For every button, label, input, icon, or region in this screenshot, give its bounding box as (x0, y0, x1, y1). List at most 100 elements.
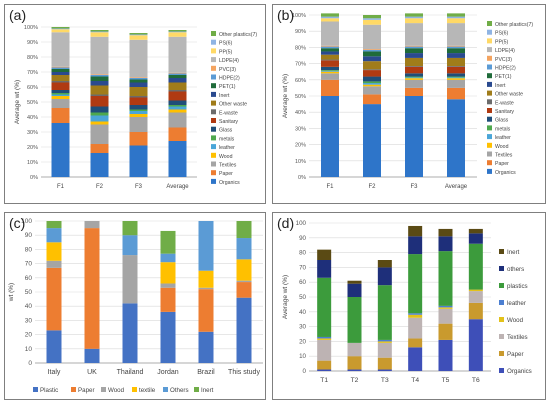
bar-segment (321, 45, 339, 47)
y-tick-label: 30 (299, 324, 306, 331)
bar-segment (405, 78, 423, 80)
legend-swatch (487, 125, 492, 131)
y-tick-label: 60 (25, 275, 33, 282)
bar-segment (363, 76, 381, 82)
x-tick-label: Average (445, 184, 468, 190)
bar-segment (363, 18, 381, 20)
x-tick-label: T1 (320, 377, 328, 384)
y-tick-label: 90 (299, 235, 306, 242)
legend-label: PET(1) (219, 84, 236, 90)
bar-segment (347, 283, 362, 297)
y-tick-label: 90 (25, 232, 33, 239)
legend-label: Others (170, 387, 189, 394)
bar-segment (90, 112, 109, 116)
bar-segment (321, 59, 339, 61)
bar-segment (90, 106, 109, 113)
legend-swatch (71, 387, 76, 392)
legend-label: metals (495, 126, 511, 132)
bar-segment (84, 228, 100, 349)
legend-label: Organics (219, 180, 240, 186)
legend-label: textile (139, 387, 156, 394)
legend-label: plastics (507, 283, 528, 290)
bar-segment (321, 96, 339, 177)
legend-label: leather (219, 145, 235, 151)
bar-segment (408, 314, 423, 318)
bar-segment (405, 76, 423, 78)
legend-label: leather (495, 135, 511, 141)
bar-segment (129, 78, 148, 80)
legend-label: Inert (219, 93, 230, 99)
legend-swatch (33, 387, 38, 392)
bar-segment (405, 16, 423, 19)
legend-label: Sanitary (219, 119, 238, 125)
y-tick-label: 40% (27, 115, 38, 121)
bar-segment (51, 67, 70, 69)
bar-segment (90, 124, 109, 144)
x-tick-label: F2 (96, 184, 104, 190)
legend-label: Inert (495, 83, 506, 89)
bar-segment (168, 141, 187, 177)
y-tick-label: 60 (299, 279, 306, 286)
legend-swatch (487, 81, 492, 87)
bar-segment (168, 75, 187, 78)
bar-segment (405, 48, 423, 54)
bar-segment (122, 221, 138, 236)
bar-segment (405, 23, 423, 46)
legend-swatch (499, 300, 504, 305)
bar-segment (198, 221, 214, 271)
legend-swatch (499, 317, 504, 322)
y-tick-label: 40% (295, 110, 306, 116)
chart-d-svg: 0 10 20 30 40 50 60 70 80 90 100 Average wt (%) T1 T2… (282, 220, 532, 384)
y-tick-label: 90% (295, 29, 306, 35)
y-tick-label: 0% (30, 175, 38, 181)
legend-label: Wood (219, 154, 233, 160)
x-tick-label: T4 (411, 377, 419, 384)
y-tick-label: 60% (27, 85, 38, 91)
bar-segment (51, 90, 70, 93)
bar-segment (51, 28, 70, 30)
bar-segment (168, 32, 187, 37)
legend-swatch (487, 21, 492, 26)
bar-segment (90, 121, 109, 125)
y-tick-label: 60% (295, 78, 306, 84)
bar-segment (363, 49, 381, 52)
bar-segment (377, 369, 392, 371)
legend-swatch (487, 47, 492, 53)
legend-swatch (487, 168, 492, 174)
y-tick-label: 10 (25, 346, 33, 353)
bar-segment (51, 108, 70, 123)
bar-segment (129, 79, 148, 83)
y-tick-label: 100 (21, 218, 32, 225)
y-tick-label: 80 (299, 250, 306, 257)
bar-segment (468, 289, 483, 292)
bar-segment (468, 319, 483, 371)
y-tick-label: 50 (25, 289, 33, 296)
chart-b-svg: 0% 10% 20% 30% 40% 50% 60% 70% 80% 90% 100% Average… (282, 13, 533, 190)
legend-swatch (211, 170, 216, 176)
y-axis-label: Average wt (%) (282, 74, 289, 118)
legend-swatch (211, 48, 216, 54)
bar-segment (363, 94, 381, 105)
bar-segment (347, 356, 362, 370)
panel-c-label: (c) (9, 215, 26, 231)
bar-segment (236, 297, 252, 363)
bar-segment (90, 81, 109, 86)
bar-segment (317, 249, 332, 260)
bar-segment (321, 16, 339, 19)
x-tick-label: Average (166, 184, 189, 190)
legend-label: Wood (108, 387, 125, 394)
bar-segment (321, 54, 339, 60)
bar-segment (51, 27, 70, 29)
bar-segment (377, 357, 392, 370)
bar-segment (90, 30, 109, 32)
legend-label: E-waste (495, 100, 514, 106)
bar-segment (90, 115, 109, 122)
bar-segment (236, 280, 252, 283)
chart-c-svg: 0 10 20 30 40 50 60 70 80 90 100 wt (%) Italy UK Thail… (8, 218, 263, 394)
legend-swatch (487, 73, 492, 79)
bar-segment (438, 307, 453, 309)
y-axis-label: wt (%) (8, 283, 15, 302)
bar-segment (168, 72, 187, 74)
bar-segment (405, 57, 423, 67)
legend-swatch (487, 90, 492, 96)
